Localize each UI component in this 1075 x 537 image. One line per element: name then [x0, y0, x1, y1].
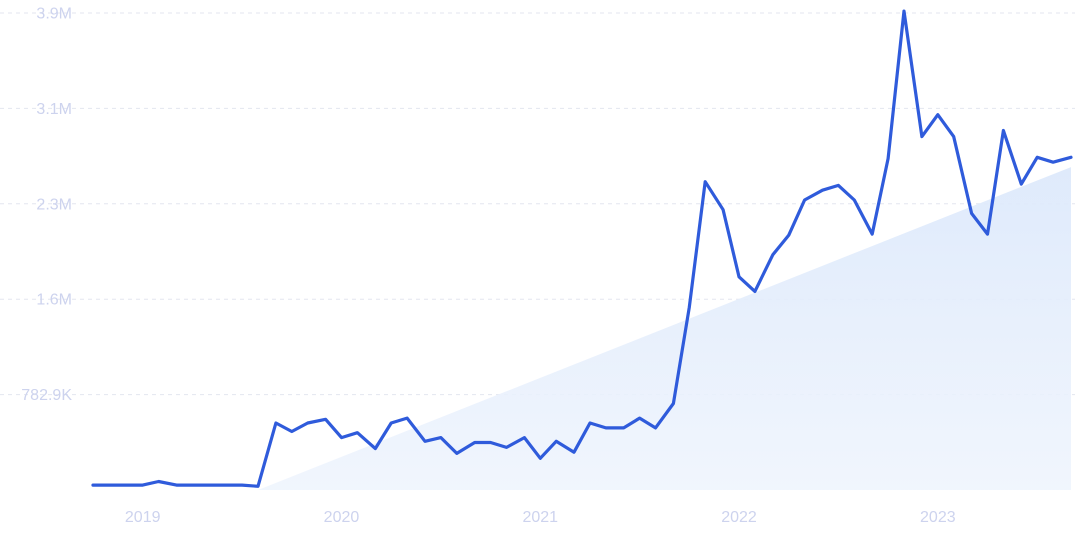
- series-layer: [91, 9, 1074, 489]
- data-point: [886, 156, 891, 161]
- data-point: [653, 425, 658, 430]
- data-point: [156, 479, 161, 484]
- data-point: [703, 179, 708, 184]
- data-point: [802, 197, 807, 202]
- y-tick-label: 3.1M: [36, 101, 72, 118]
- data-point: [522, 435, 527, 440]
- data-point: [836, 183, 841, 188]
- data-point: [671, 401, 676, 406]
- x-tick-label: 2022: [721, 509, 757, 526]
- data-point: [1019, 182, 1024, 187]
- data-point: [820, 188, 825, 193]
- data-point: [323, 417, 328, 422]
- trend-area: [257, 167, 1071, 490]
- data-point: [438, 435, 443, 440]
- data-point: [852, 197, 857, 202]
- data-point: [124, 483, 129, 488]
- data-point: [770, 252, 775, 257]
- data-point: [454, 451, 459, 456]
- data-point: [538, 456, 543, 461]
- data-point: [472, 440, 477, 445]
- x-tick-label: 2020: [324, 509, 360, 526]
- trend-area-shape: [257, 167, 1071, 490]
- data-point: [190, 483, 195, 488]
- y-tick-label: 782.9K: [21, 387, 72, 404]
- data-point: [870, 232, 875, 237]
- data-point: [504, 445, 509, 450]
- data-point: [1069, 155, 1074, 160]
- data-point: [273, 420, 278, 425]
- y-axis-ticks: 782.9K 1.6M 2.3M 3.1M 3.9M: [21, 6, 72, 405]
- data-point: [140, 483, 145, 488]
- data-point: [919, 134, 924, 139]
- data-point: [687, 305, 692, 310]
- data-point: [554, 439, 559, 444]
- data-point: [1035, 155, 1040, 160]
- data-point: [969, 211, 974, 216]
- data-point: [355, 430, 360, 435]
- data-point: [951, 134, 956, 139]
- data-point: [603, 425, 608, 430]
- data-point: [405, 416, 410, 421]
- data-point: [224, 483, 229, 488]
- x-axis-ticks: 2019 2020 2021 2022 2023: [125, 509, 956, 526]
- data-point: [174, 483, 179, 488]
- y-tick-label: 3.9M: [36, 6, 72, 23]
- data-point: [721, 207, 726, 212]
- data-point: [621, 425, 626, 430]
- data-point: [305, 420, 310, 425]
- x-tick-label: 2019: [125, 509, 161, 526]
- data-point: [935, 112, 940, 117]
- data-point: [240, 483, 245, 488]
- y-tick-label: 1.6M: [36, 292, 72, 309]
- data-point: [206, 483, 211, 488]
- data-point: [752, 289, 757, 294]
- data-point: [91, 483, 96, 488]
- data-point: [106, 483, 111, 488]
- data-point: [572, 450, 577, 455]
- data-point: [289, 429, 294, 434]
- data-point: [339, 435, 344, 440]
- data-point: [1001, 128, 1006, 133]
- series-line: [91, 9, 1073, 488]
- data-point: [786, 233, 791, 238]
- x-tick-label: 2023: [920, 509, 956, 526]
- data-point: [737, 274, 742, 279]
- data-point: [389, 420, 394, 425]
- y-tick-label: 2.3M: [36, 196, 72, 213]
- data-point: [587, 420, 592, 425]
- data-point: [985, 232, 990, 237]
- data-point: [255, 484, 260, 489]
- data-point: [422, 439, 427, 444]
- data-point: [373, 446, 378, 451]
- data-point: [488, 440, 493, 445]
- data-point: [902, 9, 907, 14]
- data-point: [637, 416, 642, 421]
- data-point: [1051, 160, 1056, 165]
- x-tick-label: 2021: [522, 509, 558, 526]
